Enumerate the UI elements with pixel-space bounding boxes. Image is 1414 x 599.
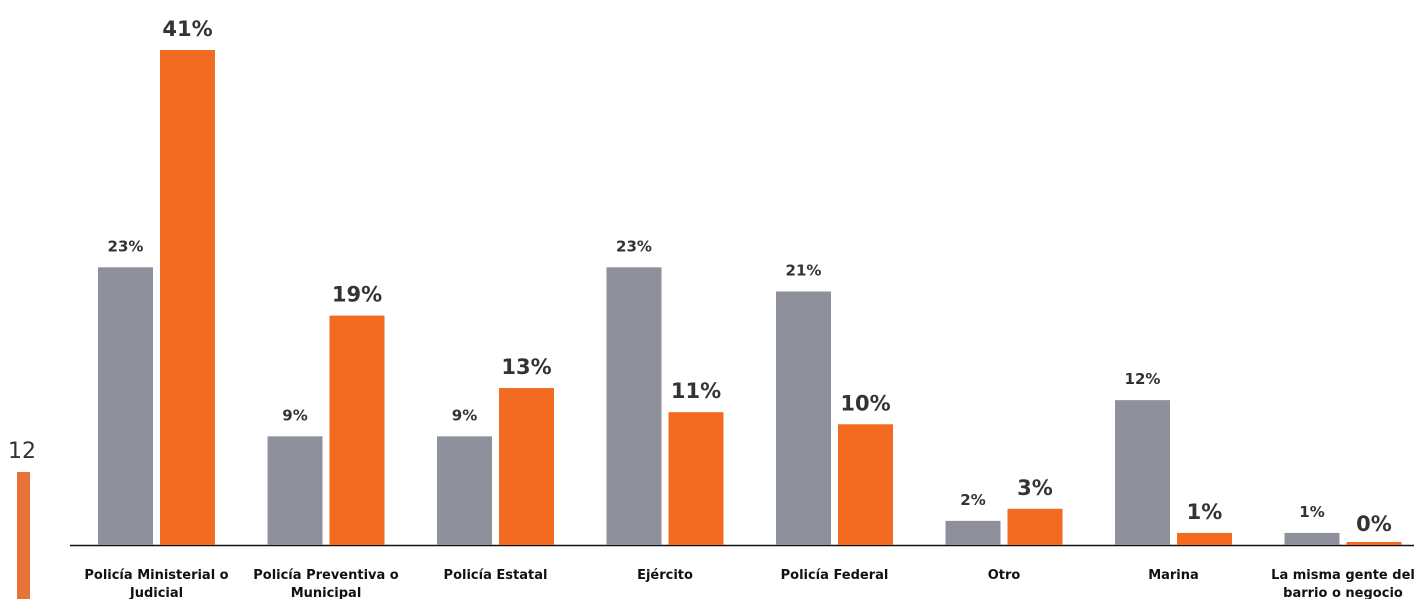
data-label: 23% bbox=[616, 237, 652, 255]
data-label: 3% bbox=[1017, 476, 1053, 500]
data-label: 9% bbox=[452, 406, 477, 424]
x-tick-label: barrio o negocio bbox=[1283, 586, 1403, 599]
bar bbox=[945, 520, 1001, 545]
bar bbox=[1115, 400, 1170, 545]
bar bbox=[160, 50, 215, 545]
data-label: 41% bbox=[162, 17, 212, 41]
data-label: 0% bbox=[1356, 512, 1392, 536]
data-label: 21% bbox=[786, 261, 822, 279]
bar bbox=[606, 267, 662, 545]
bar bbox=[98, 267, 153, 545]
x-tick-label: Judicial bbox=[129, 586, 183, 599]
data-label: 1% bbox=[1187, 500, 1223, 524]
x-tick-label: Policía Estatal bbox=[444, 568, 548, 583]
data-label: 12% bbox=[1125, 370, 1161, 388]
bar bbox=[668, 412, 724, 545]
bar bbox=[838, 424, 893, 545]
data-label: 13% bbox=[501, 355, 551, 379]
bar bbox=[1007, 508, 1063, 545]
data-label: 2% bbox=[960, 491, 985, 509]
data-label: 9% bbox=[282, 406, 307, 424]
x-tick-label: Policía Ministerial o bbox=[84, 568, 228, 583]
bar bbox=[499, 388, 554, 545]
data-label: 1% bbox=[1299, 503, 1324, 521]
bar bbox=[776, 291, 831, 545]
data-label: 23% bbox=[108, 237, 144, 255]
bar bbox=[1177, 532, 1232, 545]
bar bbox=[437, 436, 492, 545]
side-label: 12 bbox=[8, 439, 36, 464]
x-tick-label: Policía Preventiva o bbox=[253, 568, 399, 583]
x-tick-label: Municipal bbox=[291, 586, 362, 599]
data-label: 11% bbox=[671, 379, 721, 403]
side-bar bbox=[17, 472, 30, 599]
bar bbox=[1346, 542, 1402, 545]
x-tick-label: Policía Federal bbox=[781, 568, 889, 583]
bar bbox=[267, 436, 323, 545]
data-label: 19% bbox=[332, 283, 382, 307]
data-label: 10% bbox=[840, 391, 890, 415]
x-tick-label: Marina bbox=[1148, 568, 1199, 583]
x-tick-label: Ejército bbox=[637, 568, 693, 583]
x-tick-label: Otro bbox=[988, 568, 1021, 583]
x-tick-label: La misma gente del bbox=[1271, 568, 1414, 583]
bar bbox=[1284, 532, 1340, 545]
bar bbox=[329, 315, 385, 545]
